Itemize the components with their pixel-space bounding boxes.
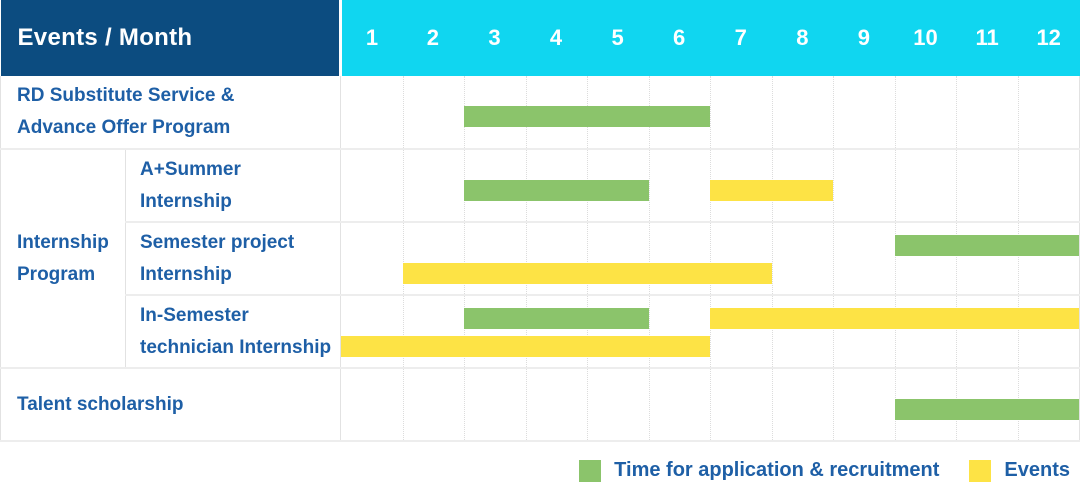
table-row: RD Substitute Service & Advance Offer Pr… <box>0 76 1080 150</box>
bar-yellow <box>710 307 1079 329</box>
timeline-cell <box>340 367 1080 442</box>
month-gridline <box>402 223 404 294</box>
month-gridline <box>1017 296 1019 367</box>
month-header: 5 <box>586 0 649 76</box>
month-gridline <box>710 369 711 440</box>
month-header: 8 <box>771 0 834 76</box>
month-gridline <box>1017 223 1019 294</box>
month-gridline <box>771 223 773 294</box>
month-header: 7 <box>709 0 772 76</box>
legend-item-application: Time for application & recruitment <box>579 459 939 482</box>
month-gridline <box>525 369 527 440</box>
month-gridline <box>771 76 773 148</box>
month-gridline <box>464 369 465 440</box>
row-label: A+Summer Internship <box>125 148 341 223</box>
month-gridline <box>402 296 404 367</box>
month-gridline <box>587 223 588 294</box>
month-gridline <box>648 150 650 221</box>
month-gridline <box>402 150 404 221</box>
bar-green <box>464 307 649 329</box>
timeline-cell <box>340 294 1080 369</box>
month-gridline <box>956 150 957 221</box>
month-gridline <box>833 296 834 367</box>
month-gridline <box>402 76 404 148</box>
month-gridline <box>402 369 404 440</box>
month-gridline <box>648 369 650 440</box>
month-gridline <box>833 150 834 221</box>
month-gridline <box>464 296 465 367</box>
month-header: 10 <box>894 0 957 76</box>
bar-green <box>464 179 649 201</box>
legend-item-events: Events <box>969 459 1070 482</box>
row-label: In-Semester technician Internship <box>125 294 341 369</box>
month-gridline <box>464 223 465 294</box>
legend-label-events: Events <box>1004 459 1070 481</box>
month-header: 2 <box>402 0 464 76</box>
month-header: 4 <box>525 0 587 76</box>
month-gridline <box>833 76 834 148</box>
legend: Time for application & recruitment Event… <box>579 459 1070 482</box>
month-gridline <box>894 223 896 294</box>
month-gridline <box>956 296 957 367</box>
corner-header: Events / Month <box>0 0 342 76</box>
month-gridline <box>710 223 711 294</box>
month-gridline <box>1017 150 1019 221</box>
corner-header-label: Events / Month <box>17 24 193 51</box>
month-header: 6 <box>648 0 710 76</box>
month-gridline <box>833 369 834 440</box>
group-label: Internship Program <box>0 148 126 369</box>
month-header: 11 <box>956 0 1018 76</box>
table-row: Internship Program A+Summer Internship <box>0 148 1080 369</box>
month-header: 1 <box>340 0 403 76</box>
table-row: Talent scholarship <box>0 367 1080 442</box>
row-label: RD Substitute Service & Advance Offer Pr… <box>0 76 341 150</box>
bar-green <box>894 234 1079 256</box>
month-header: 3 <box>463 0 526 76</box>
month-gridline <box>833 223 834 294</box>
month-gridline <box>710 76 711 148</box>
month-gridline <box>894 296 896 367</box>
legend-label-application: Time for application & recruitment <box>614 459 940 481</box>
month-gridline <box>648 296 650 367</box>
table-row: In-Semester technician Internship <box>1 294 1080 369</box>
gantt-table: Events / Month 1 2 3 4 5 6 7 8 9 10 11 12 RD Substi… <box>0 0 1080 442</box>
month-gridline <box>587 296 588 367</box>
month-gridline <box>956 223 957 294</box>
timeline-cell <box>340 148 1080 223</box>
bar-yellow <box>710 179 833 201</box>
bar-yellow <box>341 335 710 357</box>
legend-swatch-yellow <box>969 459 992 482</box>
month-gridline <box>525 223 527 294</box>
month-gridline <box>525 296 527 367</box>
month-gridline <box>894 76 896 148</box>
month-gridline <box>956 76 957 148</box>
month-header: 9 <box>833 0 895 76</box>
month-gridline <box>771 369 773 440</box>
header-row: Events / Month 1 2 3 4 5 6 7 8 9 10 11 12 <box>0 0 1080 76</box>
month-gridline <box>710 296 711 367</box>
month-gridline <box>894 150 896 221</box>
month-gridline <box>771 296 773 367</box>
row-label: Semester project Internship <box>125 221 341 296</box>
bar-yellow <box>402 262 772 284</box>
month-gridline <box>648 223 650 294</box>
legend-swatch-green <box>579 459 602 482</box>
month-header: 12 <box>1017 0 1080 76</box>
row-label: Talent scholarship <box>0 367 341 442</box>
month-gridline <box>1017 76 1019 148</box>
bar-green <box>894 398 1079 420</box>
month-gridline <box>587 369 588 440</box>
table-row: Semester project Internship <box>1 221 1080 296</box>
timeline-cell <box>340 221 1080 296</box>
bar-green <box>464 106 710 127</box>
timeline-cell <box>340 76 1080 150</box>
